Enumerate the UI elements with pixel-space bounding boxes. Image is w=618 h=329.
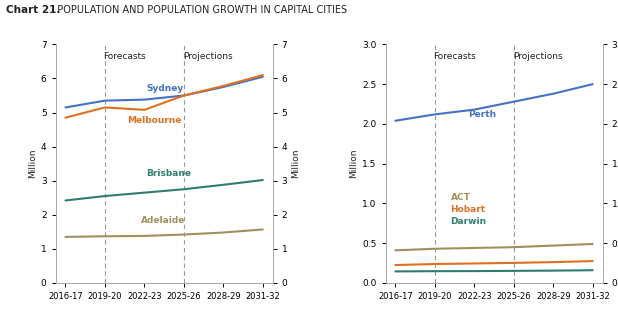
Text: Projections: Projections <box>512 52 562 61</box>
Text: Projections: Projections <box>183 52 232 61</box>
Text: Brisbane: Brisbane <box>146 169 192 178</box>
Text: Perth: Perth <box>468 110 496 119</box>
Text: ACT: ACT <box>451 193 470 202</box>
Y-axis label: Million: Million <box>349 149 358 178</box>
Text: Hobart: Hobart <box>451 205 486 214</box>
Text: Forecasts: Forecasts <box>433 52 476 61</box>
Y-axis label: Million: Million <box>292 149 300 178</box>
Y-axis label: Million: Million <box>28 149 36 178</box>
Text: Chart 21.: Chart 21. <box>6 5 61 15</box>
Text: Melbourne: Melbourne <box>127 115 181 125</box>
Text: POPULATION AND POPULATION GROWTH IN CAPITAL CITIES: POPULATION AND POPULATION GROWTH IN CAPI… <box>51 5 347 15</box>
Text: Adelaide: Adelaide <box>140 216 185 225</box>
Text: Sydney: Sydney <box>146 84 184 92</box>
Text: Darwin: Darwin <box>451 217 487 226</box>
Text: Forecasts: Forecasts <box>103 52 146 61</box>
